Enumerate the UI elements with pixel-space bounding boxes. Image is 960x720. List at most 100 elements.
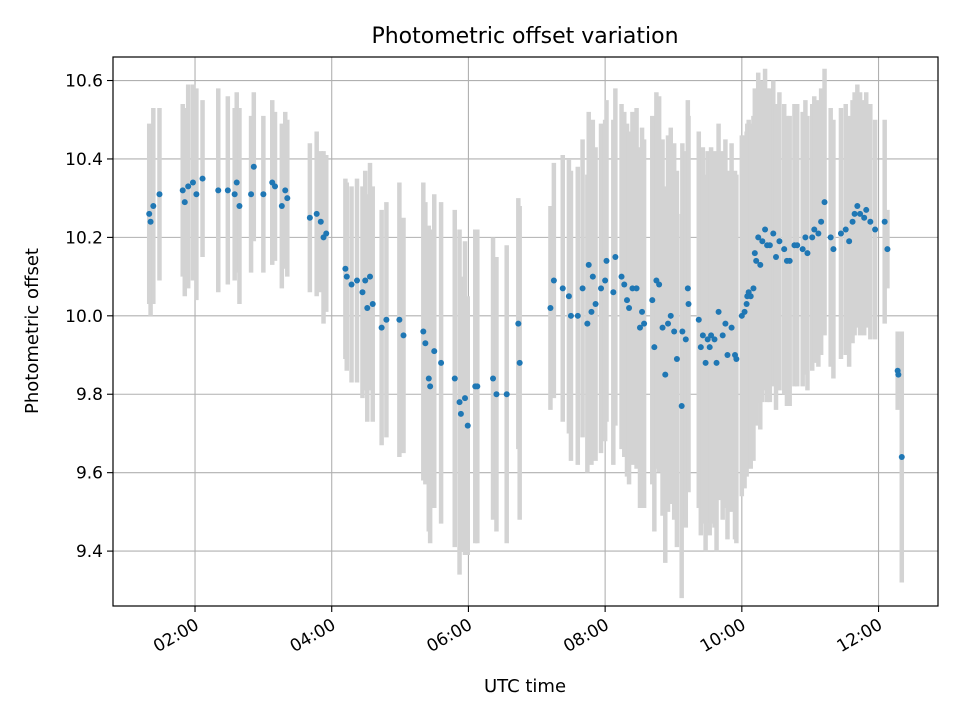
data-point — [733, 355, 740, 362]
data-point — [747, 293, 754, 300]
data-point — [231, 191, 238, 198]
data-point — [362, 277, 369, 284]
data-point — [354, 277, 361, 284]
data-point — [199, 175, 206, 182]
data-point — [786, 257, 793, 264]
data-point — [755, 234, 762, 241]
data-point — [757, 261, 764, 268]
data-point — [641, 320, 648, 327]
data-point — [697, 344, 704, 351]
data-point — [651, 344, 658, 351]
data-point — [181, 199, 188, 206]
data-point — [851, 210, 858, 217]
data-point — [626, 304, 633, 311]
data-point — [579, 285, 586, 292]
data-point — [799, 246, 806, 253]
data-point — [804, 250, 811, 257]
data-point — [872, 226, 879, 233]
data-point — [503, 391, 510, 398]
data-point — [750, 285, 757, 292]
data-point — [233, 179, 240, 186]
data-point — [612, 253, 619, 260]
data-point — [662, 371, 669, 378]
data-point — [359, 289, 366, 296]
data-point — [711, 336, 718, 343]
data-point — [278, 203, 285, 210]
y-tick-label: 10.2 — [65, 228, 103, 248]
data-point — [348, 281, 355, 288]
data-point — [762, 226, 769, 233]
data-point — [462, 395, 469, 402]
data-point — [827, 234, 834, 241]
y-tick-label: 9.4 — [76, 542, 103, 562]
data-point — [364, 304, 371, 311]
data-point — [704, 336, 711, 343]
data-point — [189, 179, 196, 186]
data-point — [743, 301, 750, 308]
data-point — [846, 238, 853, 245]
data-point — [367, 273, 374, 280]
data-point — [849, 218, 856, 225]
data-point — [603, 257, 610, 264]
data-point — [343, 273, 350, 280]
data-point — [284, 195, 291, 202]
data-point — [699, 332, 706, 339]
data-point — [715, 308, 722, 315]
data-point — [751, 250, 758, 257]
data-point — [147, 218, 154, 225]
data-point — [656, 281, 663, 288]
data-point — [313, 210, 320, 217]
data-point — [811, 226, 818, 233]
data-point — [236, 203, 243, 210]
data-point — [741, 308, 748, 315]
data-point — [547, 304, 554, 311]
data-point — [598, 285, 605, 292]
y-tick-label: 10.6 — [65, 72, 103, 92]
data-point — [185, 183, 192, 190]
data-point — [427, 383, 434, 390]
chart-title: Photometric offset variation — [371, 24, 678, 49]
data-point — [815, 230, 822, 237]
data-point — [618, 273, 625, 280]
data-point — [776, 238, 783, 245]
data-point — [584, 320, 591, 327]
data-point — [451, 375, 458, 382]
data-point — [150, 203, 157, 210]
data-point — [592, 301, 599, 308]
data-point — [146, 210, 153, 217]
data-point — [550, 277, 557, 284]
data-point — [156, 191, 163, 198]
data-point — [493, 391, 500, 398]
data-point — [708, 332, 715, 339]
data-point — [565, 293, 572, 300]
data-point — [695, 316, 702, 323]
data-point — [282, 187, 289, 194]
data-point — [854, 203, 861, 210]
data-point — [193, 191, 200, 198]
data-point — [773, 253, 780, 260]
data-point — [248, 191, 255, 198]
y-tick-label: 9.8 — [76, 385, 103, 405]
data-point — [895, 371, 902, 378]
data-point — [706, 344, 713, 351]
data-point — [679, 328, 686, 335]
data-point — [260, 191, 267, 198]
data-point — [400, 332, 407, 339]
data-point — [610, 289, 617, 296]
data-point — [306, 214, 313, 221]
data-point — [516, 359, 523, 366]
data-point — [624, 297, 631, 304]
data-point — [857, 210, 864, 217]
data-point — [271, 183, 278, 190]
data-point — [753, 257, 760, 264]
y-tick-label: 9.6 — [76, 464, 103, 484]
data-point — [724, 352, 731, 359]
data-point — [673, 355, 680, 362]
data-point — [861, 214, 868, 221]
data-point — [671, 328, 678, 335]
data-point — [425, 375, 432, 382]
data-point — [830, 246, 837, 253]
data-point — [559, 285, 566, 292]
data-point — [378, 324, 385, 331]
data-point — [649, 297, 656, 304]
